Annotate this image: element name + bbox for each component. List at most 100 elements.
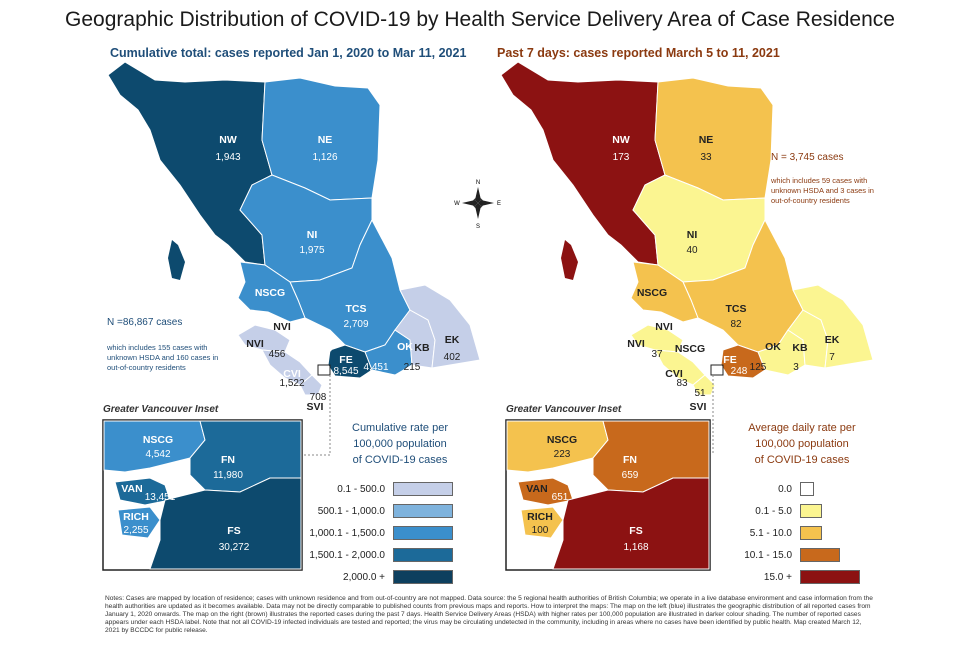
legend-swatch: [393, 482, 453, 496]
label-ni: NI: [307, 229, 318, 241]
left-n-total: N =86,867 cases: [107, 317, 183, 328]
haida-gwaii: [561, 240, 578, 280]
region-nw[interactable]: [107, 61, 273, 266]
right-legend-item: 0.0: [712, 480, 860, 498]
compass-rose-icon: N S E W: [454, 180, 501, 230]
inset-value-fn: 11,980: [213, 470, 243, 481]
haida-gwaii: [168, 240, 185, 280]
value-svi: 708: [310, 392, 327, 403]
left-legend-item: 2,000.0 +: [305, 568, 453, 586]
label-nscg-small: NSCG: [302, 343, 332, 355]
label-nscg: NSCG: [637, 287, 667, 299]
label-cvi: CVI: [665, 368, 683, 380]
value-ni: 1,975: [299, 245, 324, 256]
label-kb: KB: [792, 342, 808, 354]
inset-label-fn: FN: [221, 454, 235, 466]
region-fe[interactable]: [327, 344, 373, 379]
label-nvi-small: NVI: [627, 338, 645, 350]
region-nscg[interactable]: [237, 261, 306, 323]
legend-swatch: [800, 526, 822, 540]
inset-value-fn: 659: [622, 470, 639, 481]
inset-label-fn: FN: [623, 454, 637, 466]
value-ne: 33: [700, 152, 712, 163]
label-nw: NW: [612, 134, 630, 146]
value-nvi: 456: [269, 349, 286, 360]
right-legend-item: 10.1 - 15.0: [712, 546, 860, 564]
inset-box-marker: [317, 364, 331, 376]
inset-region-rich[interactable]: [520, 506, 564, 539]
region-svi[interactable]: [692, 374, 716, 396]
left-legend-title-1: Cumulative rate per: [352, 422, 448, 434]
right-n-total: N = 3,745 cases: [771, 152, 844, 163]
left-inset-title: Greater Vancouver Inset: [103, 404, 219, 415]
label-kb: KB: [414, 342, 430, 354]
value-nw: 1,943: [215, 152, 240, 163]
compass-s: S: [476, 224, 480, 230]
right-legend-item: 5.1 - 10.0: [712, 524, 860, 542]
inset-region-fs[interactable]: [149, 477, 302, 570]
right-legend-item: 15.0 +: [712, 568, 860, 586]
left-legend-item: 0.1 - 500.0: [305, 480, 453, 498]
inset-value-nscg: 223: [554, 449, 571, 460]
legend-swatch: [800, 482, 814, 496]
label-tcs: TCS: [726, 303, 747, 315]
value-fe: 248: [731, 366, 748, 377]
right-legend-item: 0.1 - 5.0: [712, 502, 860, 520]
value-cvi: 83: [676, 378, 688, 389]
region-ne[interactable]: [654, 77, 774, 201]
left-legend-item: 1,000.1 - 1,500.0: [305, 524, 453, 542]
inset-box-marker: [710, 364, 724, 376]
left-n-note: which includes 155 cases with unknown HS…: [107, 343, 219, 372]
value-fe: 8,545: [333, 366, 358, 377]
label-ok: OK: [765, 341, 781, 353]
region-ek[interactable]: [399, 284, 481, 369]
value-kb: 215: [404, 362, 421, 373]
legend-swatch: [800, 570, 860, 584]
inset-value-rich: 100: [532, 525, 549, 536]
region-nw[interactable]: [500, 61, 666, 266]
left-map-subtitle: Cumulative total: cases reported Jan 1, …: [110, 46, 467, 60]
value-ne: 1,126: [312, 152, 337, 163]
legend-swatch: [393, 570, 453, 584]
value-ok: 4,451: [363, 362, 388, 373]
label-ne: NE: [318, 134, 333, 146]
compass-w: W: [454, 201, 460, 207]
region-ek[interactable]: [792, 284, 874, 369]
region-svi[interactable]: [299, 374, 323, 396]
region-nvi[interactable]: [237, 324, 291, 353]
inset-label-nscg: NSCG: [143, 434, 173, 446]
right-map-subtitle: Past 7 days: cases reported March 5 to 1…: [497, 46, 780, 60]
value-nw: 173: [613, 152, 630, 163]
value-nvi: 37: [651, 349, 663, 360]
inset-label-rich: RICH: [527, 511, 553, 523]
left-inset-map: NSCG 4,542 FN 11,980 VAN 13,451 RICH 2,2…: [102, 419, 303, 571]
label-cvi: CVI: [283, 368, 301, 380]
inset-region-fs[interactable]: [552, 477, 710, 570]
page-title: Geographic Distribution of COVID-19 by H…: [65, 8, 895, 31]
legend-swatch: [800, 504, 822, 518]
left-legend-title-2: 100,000 population: [353, 438, 447, 450]
region-nvi[interactable]: [630, 324, 684, 353]
label-nw: NW: [219, 134, 237, 146]
inset-region-rich[interactable]: [117, 506, 161, 539]
label-ni: NI: [687, 229, 698, 241]
left-legend-title-3: of COVID-19 cases: [352, 454, 448, 466]
inset-label-van: VAN: [121, 483, 142, 495]
label-ok: OK: [397, 341, 413, 353]
value-tcs: 82: [730, 319, 742, 330]
value-ni: 40: [686, 245, 698, 256]
label-nvi: NVI: [655, 321, 673, 333]
label-ek: EK: [825, 334, 840, 346]
value-ek: 7: [829, 352, 835, 363]
value-kb: 3: [793, 362, 799, 373]
region-nscg[interactable]: [630, 261, 699, 323]
value-ok: 125: [750, 362, 767, 373]
region-ne[interactable]: [261, 77, 381, 201]
label-tcs: TCS: [346, 303, 367, 315]
inset-value-rich: 2,255: [123, 525, 148, 536]
region-fe[interactable]: [720, 344, 766, 379]
right-n-note: which includes 59 cases with unknown HSD…: [771, 176, 874, 205]
value-tcs: 2,709: [343, 319, 368, 330]
value-svi: 51: [694, 388, 706, 399]
